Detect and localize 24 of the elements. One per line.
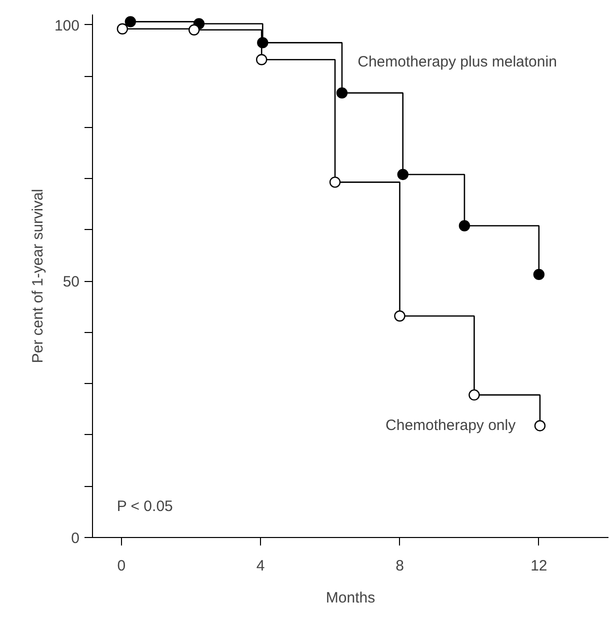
x-tick-label: 0 bbox=[117, 558, 126, 574]
point bbox=[394, 310, 406, 322]
point bbox=[458, 220, 470, 232]
point bbox=[533, 268, 545, 280]
point bbox=[124, 16, 136, 28]
point bbox=[116, 23, 128, 34]
annotation: P < 0.05 bbox=[116, 498, 173, 516]
point bbox=[534, 420, 546, 432]
x-tick-label: 4 bbox=[256, 558, 265, 574]
series-label: Chemotherapy plus melatonin bbox=[358, 54, 557, 71]
x-tick-label: 8 bbox=[396, 558, 404, 574]
y-tick-label: 0 bbox=[71, 530, 80, 547]
point bbox=[468, 389, 480, 401]
y-axis-title: Per cent of 1-year survival bbox=[29, 188, 46, 364]
y-tick-label: 100 bbox=[54, 17, 80, 34]
x-tick-label: 12 bbox=[530, 558, 548, 574]
series-label: Chemotherapy only bbox=[386, 417, 516, 434]
point bbox=[336, 87, 348, 99]
point bbox=[329, 176, 341, 188]
point bbox=[188, 24, 200, 36]
x-axis-title: Months bbox=[326, 590, 376, 606]
point bbox=[256, 54, 268, 66]
y-tick-label: 50 bbox=[62, 274, 80, 291]
point bbox=[397, 168, 408, 180]
